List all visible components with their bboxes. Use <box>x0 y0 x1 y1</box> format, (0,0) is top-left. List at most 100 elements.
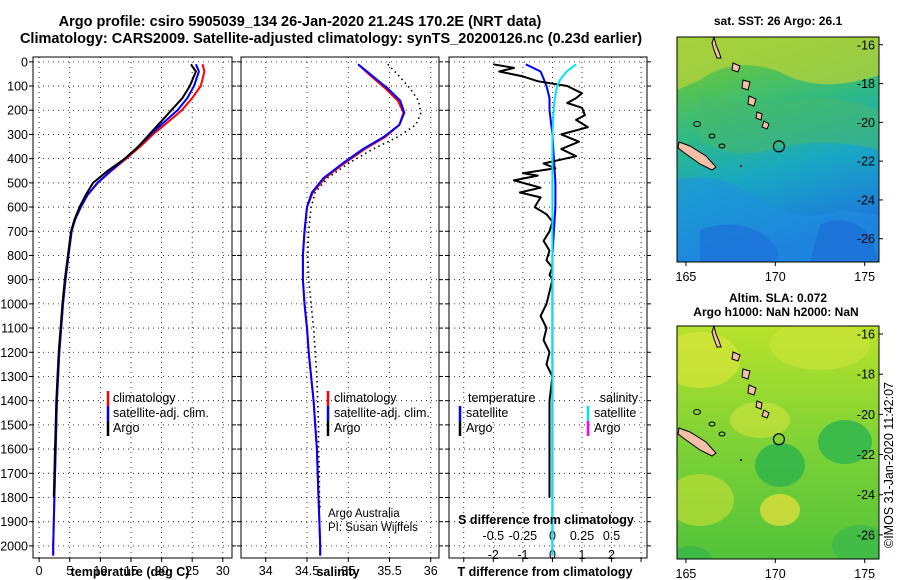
loyalty-island-a <box>693 121 701 127</box>
depth-tick-label: 1600 <box>0 443 28 457</box>
depth-tick-label: 700 <box>7 225 28 239</box>
title-line-1: Argo profile: csiro 5905039_134 26-Jan-2… <box>59 14 542 30</box>
series-line-satellite-adj-clim- <box>301 63 406 556</box>
salinity-tick-label: 34.5 <box>295 564 319 578</box>
temp-tick-label: 5 <box>66 564 73 578</box>
sla-map-title: Altim. SLA: 0.072 <box>729 291 827 305</box>
salinity-panel: 34 34.5 35 35.5 36 salinity <box>237 56 443 579</box>
sla-map-ticks: 165 170 175 -16 -18 -20 -22 -24 -26 <box>676 328 883 580</box>
sla-high-b <box>770 326 870 370</box>
depth-tick-label: 400 <box>7 152 28 166</box>
islet-dot <box>740 459 742 461</box>
temperature-panel: 0100200300400500600700800900100011001200… <box>0 55 236 579</box>
legend-label-t-argo: Argo <box>466 421 492 435</box>
series-line-argo <box>52 63 197 498</box>
temp-axis-label: temperature (deg C) <box>71 565 190 579</box>
sdiff-tick-label: -0.25 <box>509 529 538 543</box>
depth-tick-label: 500 <box>7 176 28 190</box>
salinity-legend: climatology satellite-adj. clim. Argo <box>326 391 430 436</box>
vanuatu-island-c <box>747 95 757 107</box>
temp-tick-label: 0 <box>36 564 43 578</box>
legend-label-s-satellite: satellite <box>594 406 636 420</box>
map-lat-label: -26 <box>857 232 875 246</box>
depth-tick-label: 200 <box>7 104 28 118</box>
sdiff-tick-label: -0.5 <box>483 529 505 543</box>
loyalty-island-c <box>718 431 726 437</box>
series-line-temperature-argo <box>493 63 589 498</box>
map-lat-label: -20 <box>857 408 875 422</box>
new-caledonia-island <box>677 141 717 171</box>
sla-high-d <box>677 474 734 526</box>
vanuatu-island-e <box>761 409 770 419</box>
series-line-climatology <box>52 64 206 556</box>
sla-high-c <box>730 402 790 438</box>
depth-tick-label: 1800 <box>0 491 28 505</box>
map-lat-label: -24 <box>857 193 875 207</box>
map-lat-label: -16 <box>857 328 875 342</box>
depth-tick-label: 1000 <box>0 297 28 311</box>
sst-band <box>700 95 879 154</box>
map-lat-label: -22 <box>857 448 875 462</box>
sst-cool-core <box>700 224 778 262</box>
vanuatu-island-e <box>761 120 770 130</box>
credit-agency: Argo Australia <box>328 508 400 520</box>
credit-pi: PI: Susan Wijffels <box>328 522 418 534</box>
legend-title-salinity: salinity <box>600 391 639 405</box>
map-lon-label: 165 <box>676 270 697 284</box>
tdiff-axis-label: T difference from climatology <box>457 565 632 579</box>
vanuatu-island-d <box>755 400 763 410</box>
series-line-argo <box>307 63 422 510</box>
depth-tick-label: 1300 <box>0 370 28 384</box>
salinity-tick-label: 36 <box>424 564 438 578</box>
title-line-2: Climatology: CARS2009. Satellite-adjuste… <box>20 31 642 47</box>
depth-tick-label: 800 <box>7 249 28 263</box>
panel-frame <box>240 56 440 559</box>
vanuatu-island-north <box>711 326 722 348</box>
vanuatu-island-b <box>741 368 751 380</box>
new-caledonia-island <box>677 427 717 457</box>
series-line-salinity-satellite <box>551 63 577 556</box>
map-lon-label: 170 <box>765 270 786 284</box>
sst-cool-core-2 <box>810 220 879 262</box>
map-lat-label: -26 <box>857 528 875 542</box>
legend-label-argo: Argo <box>334 421 360 435</box>
series-line-satellite-adj-clim- <box>52 63 200 556</box>
temp-tick-label: 10 <box>93 564 107 578</box>
legend-label-s-argo: Argo <box>594 421 620 435</box>
legend-label-satellite-adj: satellite-adj. clim. <box>113 406 209 420</box>
legend-title-temperature: temperature <box>468 391 535 405</box>
sst-map-ticks: 165 170 175 -16 -18 -20 -22 -24 -26 <box>676 38 883 284</box>
vanuatu-island-a <box>731 62 741 73</box>
map-lat-label: -18 <box>857 77 875 91</box>
depth-tick-label: 300 <box>7 128 28 142</box>
loyalty-island-b <box>708 421 716 427</box>
argo-position-marker <box>772 140 785 153</box>
vanuatu-island-b <box>741 79 751 91</box>
salinity-axis-label: salinity <box>316 565 359 579</box>
sdiff-tick-label: 0.5 <box>603 529 620 543</box>
vanuatu-island-north <box>711 37 722 59</box>
tdiff-tick-label: -1 <box>517 548 528 562</box>
sla-high-e <box>760 494 800 526</box>
temp-tick-label: 30 <box>216 564 230 578</box>
depth-tick-label: 0 <box>21 55 28 69</box>
depth-tick-label: 1100 <box>1 322 28 336</box>
series-line-temperature-satellite <box>525 63 557 556</box>
sla-map-frame <box>676 325 880 560</box>
difference-panel: -2 -1 0 1 2-0.5 -0.25 0 0.25 0.5T difference fro… <box>445 56 651 579</box>
depth-tick-label: 2000 <box>0 539 28 553</box>
tdiff-tick-label: 2 <box>608 548 615 562</box>
loyalty-island-c <box>718 143 726 149</box>
sla-low-b <box>818 420 872 464</box>
map-lat-label: -22 <box>857 155 875 169</box>
loyalty-island-a <box>693 409 701 415</box>
sst-map-field <box>677 37 879 262</box>
islet-dot <box>740 165 742 167</box>
depth-tick-label: 1900 <box>0 515 28 529</box>
temp-tick-label: 15 <box>124 564 138 578</box>
tdiff-tick-label: 1 <box>579 548 586 562</box>
legend-label-t-satellite: satellite <box>466 406 508 420</box>
salinity-tick-label: 34 <box>259 564 273 578</box>
